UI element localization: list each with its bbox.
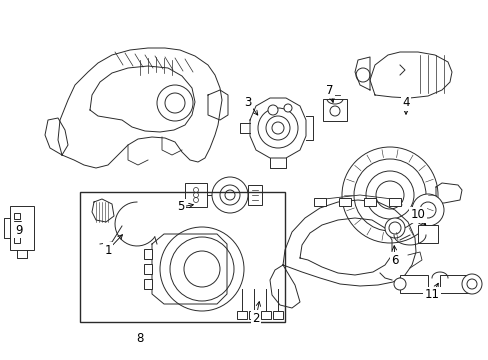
Bar [10, 206, 34, 250]
Polygon shape [369, 52, 451, 98]
Bar [439, 275, 471, 293]
Bar [399, 275, 427, 293]
Bar [417, 225, 437, 243]
Polygon shape [249, 98, 305, 158]
Polygon shape [152, 234, 226, 304]
Circle shape [212, 177, 247, 213]
Bar [14, 229, 20, 235]
Bar [184, 183, 206, 207]
Polygon shape [283, 200, 415, 286]
Text: 6: 6 [390, 253, 398, 266]
Text: 1: 1 [104, 243, 112, 256]
Polygon shape [299, 218, 391, 275]
Text: 4: 4 [402, 96, 409, 109]
Bar [338, 198, 350, 206]
Text: 2: 2 [252, 311, 259, 324]
Polygon shape [58, 48, 222, 168]
Bar [237, 311, 246, 319]
Text: 5: 5 [177, 201, 184, 213]
Circle shape [258, 108, 297, 148]
Circle shape [393, 278, 405, 290]
Bar [14, 237, 20, 243]
Polygon shape [435, 183, 461, 203]
Bar [248, 311, 259, 319]
Bar [323, 99, 346, 121]
Circle shape [461, 274, 481, 294]
Text: 9: 9 [15, 224, 23, 237]
Bar [272, 311, 283, 319]
Polygon shape [354, 57, 369, 90]
Circle shape [411, 194, 443, 226]
Polygon shape [269, 265, 299, 308]
Bar [143, 279, 152, 289]
Circle shape [267, 105, 278, 115]
Polygon shape [207, 90, 227, 120]
Circle shape [341, 147, 437, 243]
Bar [80, 192, 285, 322]
Bar [261, 311, 270, 319]
Text: 7: 7 [325, 84, 333, 96]
Bar [14, 221, 20, 227]
Bar [313, 198, 325, 206]
Bar [247, 185, 262, 205]
Polygon shape [45, 118, 68, 155]
Bar [143, 264, 152, 274]
Text: 11: 11 [424, 288, 439, 302]
Text: 10: 10 [410, 208, 425, 221]
Circle shape [384, 218, 404, 238]
Polygon shape [90, 66, 195, 132]
Bar [388, 198, 400, 206]
Bar [14, 213, 20, 219]
Polygon shape [92, 199, 114, 222]
Bar [143, 249, 152, 259]
Text: 8: 8 [136, 332, 143, 345]
Circle shape [160, 227, 244, 311]
Circle shape [284, 104, 291, 112]
Bar [363, 198, 375, 206]
Text: 3: 3 [244, 95, 251, 108]
